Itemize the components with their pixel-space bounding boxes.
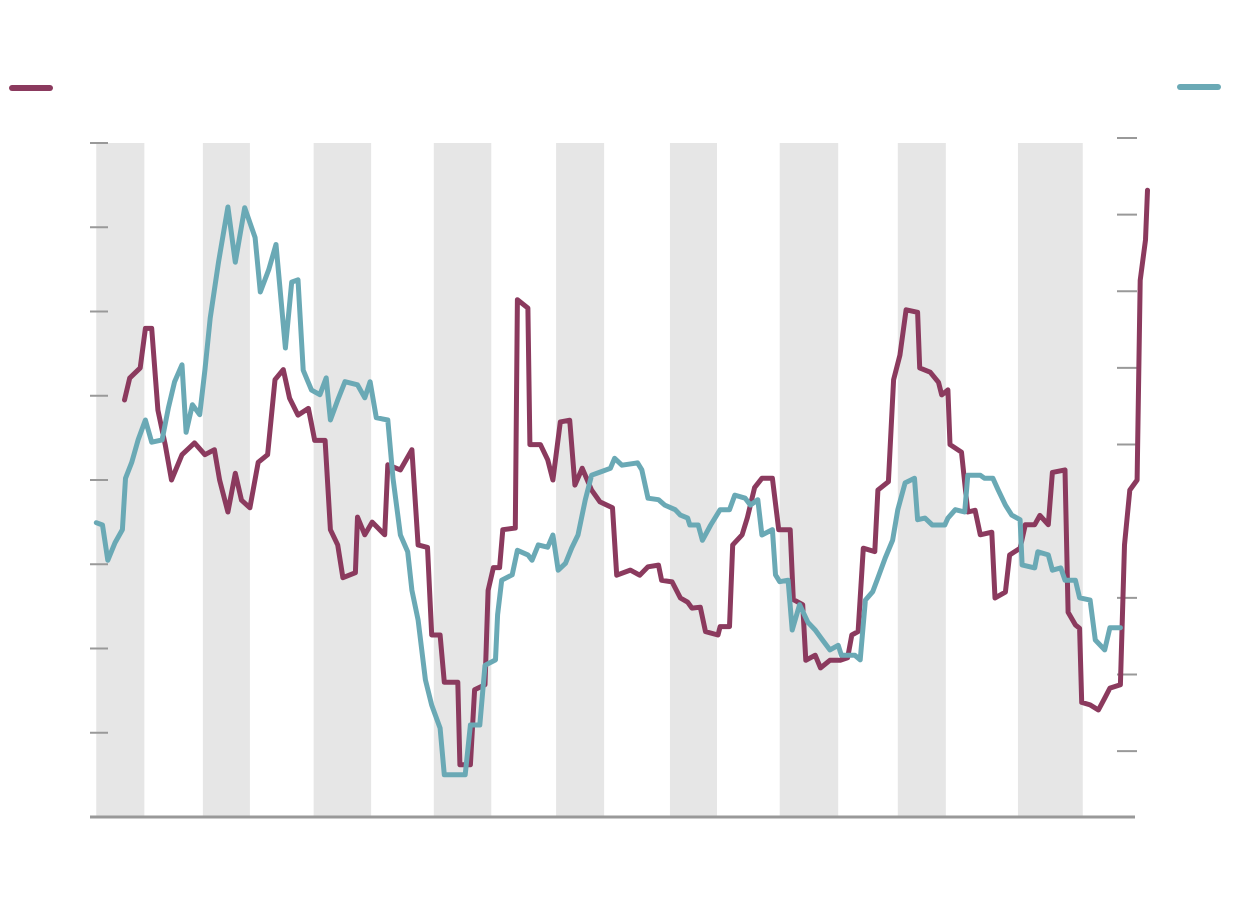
series-line: [122, 187, 1150, 768]
series-line: [93, 204, 1123, 778]
shaded-band: [897, 143, 946, 817]
shaded-band: [313, 143, 372, 817]
axes: [90, 137, 1137, 819]
bands: [96, 143, 1083, 817]
shaded-band: [779, 143, 839, 817]
shaded-band: [669, 143, 717, 817]
shaded-band: [202, 143, 250, 817]
shaded-band: [556, 143, 605, 817]
lines: [93, 187, 1150, 778]
legend: [9, 84, 1221, 91]
